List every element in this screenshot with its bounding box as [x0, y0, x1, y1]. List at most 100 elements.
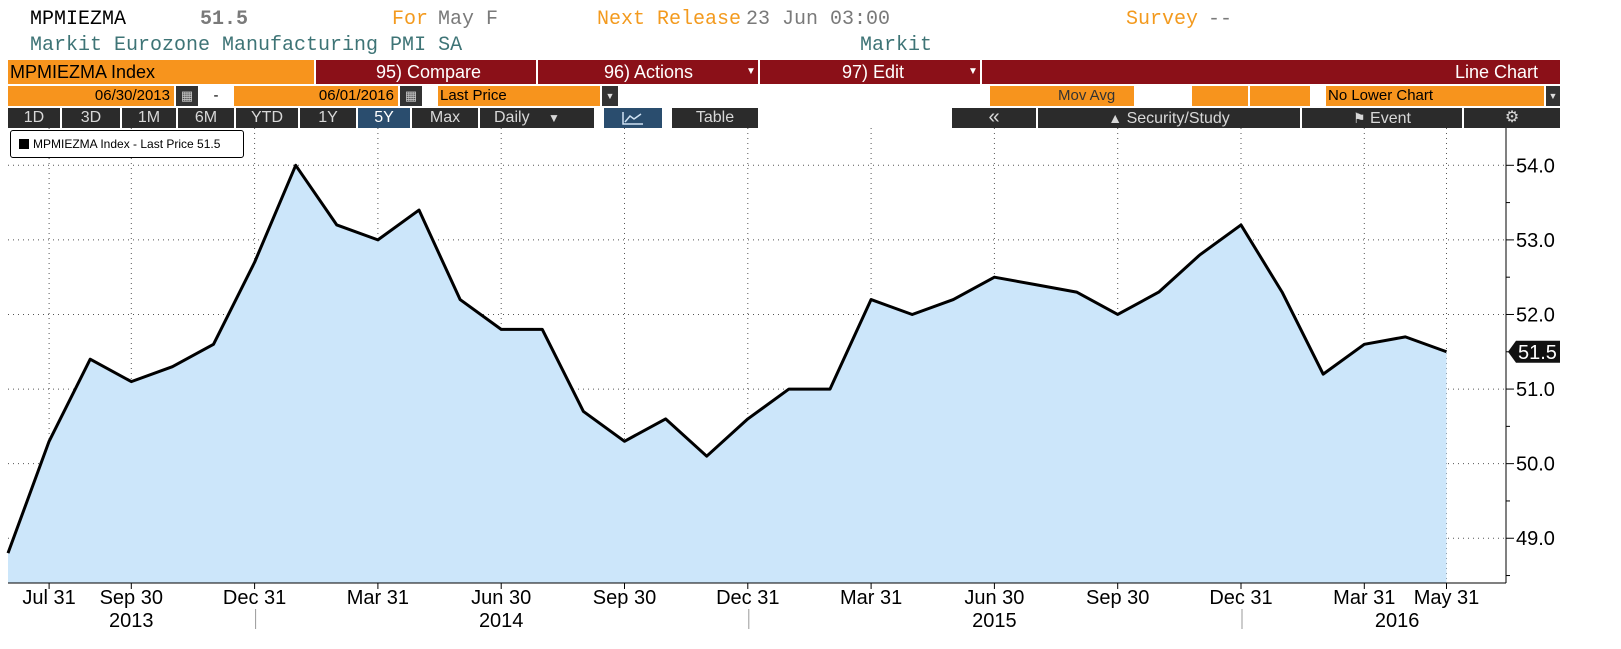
data-point [1157, 291, 1160, 294]
x-tick-label: Sep 30 [1086, 587, 1149, 609]
data-point [705, 455, 708, 458]
period-max-button[interactable]: Max [412, 108, 478, 128]
data-point [48, 440, 51, 443]
event-button[interactable]: ⚑ Event [1302, 108, 1462, 128]
x-tick-label: Sep 30 [100, 587, 163, 609]
area-series [6, 163, 1448, 583]
security-description: Markit Eurozone Manufacturing PMI SA [30, 34, 463, 57]
y-tick-label: 54.0 [1516, 155, 1555, 177]
period-6m-button[interactable]: 6M [178, 108, 234, 128]
data-point [7, 552, 10, 555]
field-spacer [1312, 86, 1326, 106]
x-tick-label: Jun 30 [471, 587, 531, 609]
y-tick-label: 49.0 [1516, 528, 1555, 550]
data-point [787, 388, 790, 391]
start-date-text: 06/30/2013 [94, 87, 170, 104]
edit-label: 97) Edit [842, 62, 905, 82]
lower-chart-select[interactable]: No Lower Chart [1326, 86, 1544, 106]
data-point [1363, 343, 1366, 346]
chart-type-button[interactable]: Line Chart [982, 60, 1560, 84]
edit-button[interactable]: 97) Edit ▼ [760, 60, 980, 84]
y-tick-label: 51.0 [1516, 379, 1555, 401]
for-label: For [392, 8, 429, 31]
period-1d-button[interactable]: 1D [8, 108, 60, 128]
chart-legend: MPMIEZMA Index - Last Price 51.5 [10, 130, 244, 158]
data-point [1404, 335, 1407, 338]
actions-label: 96) Actions [604, 62, 694, 82]
mov-avg-input[interactable] [1136, 86, 1190, 106]
calendar-icon[interactable]: ▦ [176, 86, 198, 106]
start-date-field[interactable]: 06/30/2013 [8, 86, 174, 106]
chart-glyph-icon [622, 112, 643, 125]
data-point [459, 298, 462, 301]
survey-value: -- [1208, 8, 1233, 31]
compare-button[interactable]: 95) Compare [316, 60, 536, 84]
for-value: May F [438, 8, 499, 31]
data-point [746, 417, 749, 420]
data-point [1075, 291, 1078, 294]
data-point [171, 365, 174, 368]
y-tick-label: 52.0 [1516, 304, 1555, 326]
data-point [130, 380, 133, 383]
actions-dropdown-icon: ▼ [746, 66, 756, 77]
frequency-select[interactable]: Daily ▼ [480, 108, 594, 128]
next-release-label: Next Release [597, 8, 742, 31]
area-fill [8, 165, 1447, 583]
x-tick-label: Dec 31 [1209, 587, 1272, 609]
flag-icon: ⚑ [1353, 110, 1366, 126]
mov-avg-field[interactable]: Mov Avg [990, 86, 1134, 106]
data-point [89, 358, 92, 361]
collapse-icon[interactable]: « [952, 107, 1036, 128]
calendar-icon[interactable]: ▦ [400, 86, 422, 106]
legend-swatch [19, 139, 29, 149]
x-tick-label: Jul 31 [22, 587, 75, 609]
data-point [541, 328, 544, 331]
table-button[interactable]: Table [672, 108, 758, 128]
x-tick-label: Mar 31 [347, 587, 409, 609]
x-tick-label: Mar 31 [840, 587, 902, 609]
mov-avg-input[interactable] [1250, 86, 1310, 106]
chevron-down-icon[interactable]: ▼ [1546, 86, 1560, 106]
chevron-down-icon[interactable]: ▼ [602, 86, 618, 106]
next-release-value: 23 Jun 03:00 [746, 8, 891, 31]
period-5y-button[interactable]: 5Y [358, 108, 410, 128]
y-tick-label: 50.0 [1516, 454, 1555, 476]
data-point [1322, 373, 1325, 376]
period-3d-button[interactable]: 3D [62, 108, 120, 128]
data-point [376, 238, 379, 241]
period-1y-button[interactable]: 1Y [300, 108, 356, 128]
x-tick-label: Dec 31 [716, 587, 779, 609]
year-label: 2016 [1375, 610, 1420, 632]
date-separator: - [200, 86, 232, 106]
price-field-select[interactable]: Last Price [438, 86, 600, 106]
mov-avg-input[interactable] [1192, 86, 1248, 106]
last-value: 51.5 [200, 8, 249, 31]
y-tick-label: 53.0 [1516, 230, 1555, 252]
data-point [500, 328, 503, 331]
security-study-button[interactable]: ▲ Security/Study [1038, 108, 1300, 128]
security-study-label: Security/Study [1126, 110, 1230, 127]
security-field[interactable]: MPMIEZMA Index [8, 60, 314, 84]
data-point [1034, 283, 1037, 286]
period-1m-button[interactable]: 1M [122, 108, 176, 128]
data-point [418, 209, 421, 212]
data-point [1198, 253, 1201, 256]
data-point [664, 417, 667, 420]
period-ytd-button[interactable]: YTD [236, 108, 298, 128]
x-tick-label: Sep 30 [593, 587, 656, 609]
gear-icon[interactable]: ⚙ [1464, 108, 1560, 128]
data-point [212, 343, 215, 346]
edit-dropdown-icon: ▼ [968, 66, 978, 77]
end-date-field[interactable]: 06/01/2016 [234, 86, 398, 106]
actions-button[interactable]: 96) Actions ▼ [538, 60, 758, 84]
data-point [582, 410, 585, 413]
data-point [294, 164, 297, 167]
x-tick-label: May 31 [1414, 587, 1480, 609]
line-chart-icon[interactable] [604, 108, 662, 128]
data-point [1445, 350, 1448, 353]
data-point [1281, 291, 1284, 294]
price-field-text: Last Price [440, 87, 507, 104]
frequency-label: Daily [494, 109, 530, 126]
chevron-down-icon: ▼ [548, 111, 560, 125]
year-label: 2013 [109, 610, 154, 632]
